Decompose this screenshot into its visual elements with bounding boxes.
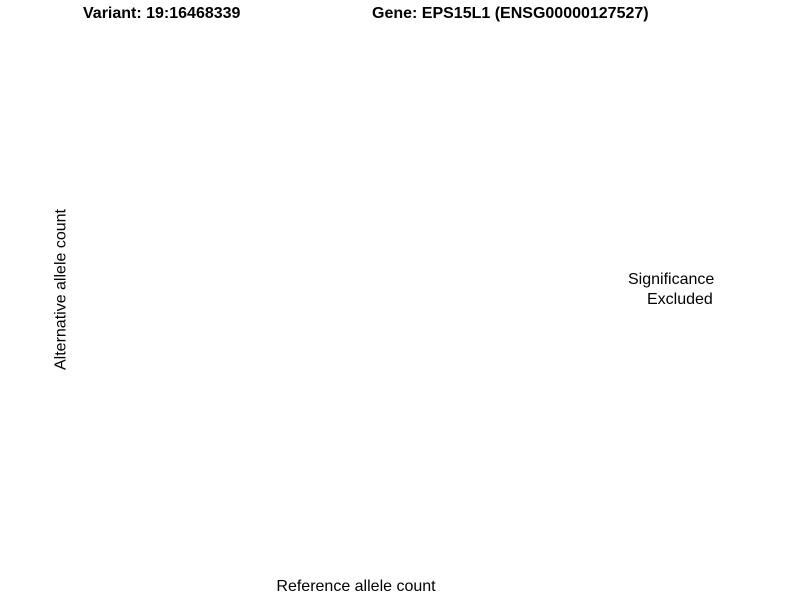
legend-title: Significance (628, 271, 715, 288)
legend-item-excluded: Excluded (628, 290, 714, 310)
legend-key-dot-icon (635, 297, 641, 303)
variant-title: Variant: 19:16468339 (83, 5, 241, 22)
y-axis-title: Alternative allele count (52, 209, 70, 370)
x-axis-title: Reference allele count (276, 578, 436, 595)
legend: Significance Excluded (628, 270, 714, 310)
gene-title: Gene: EPS15L1 (ENSG00000127527) (372, 5, 649, 22)
legend-item-label: Excluded (647, 291, 713, 308)
